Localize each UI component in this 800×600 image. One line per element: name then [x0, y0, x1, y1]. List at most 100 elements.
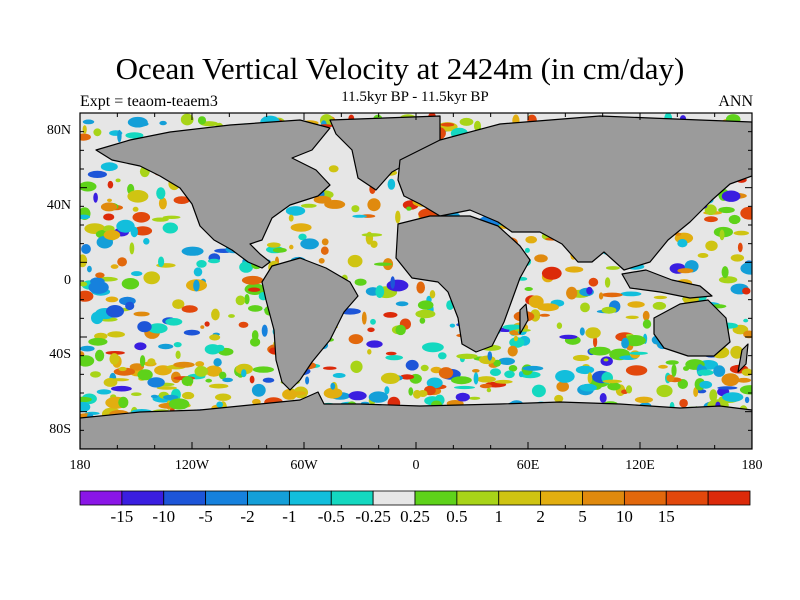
velocity-patch [100, 202, 118, 212]
velocity-patch [721, 373, 740, 387]
colorbar-label: 2 [536, 507, 545, 526]
velocity-patch [80, 181, 97, 192]
velocity-patch [565, 266, 584, 273]
velocity-patch [129, 363, 145, 371]
velocity-patch [537, 303, 559, 312]
velocity-patch [162, 215, 181, 219]
velocity-patch [620, 291, 642, 297]
velocity-patch [211, 308, 220, 321]
colorbar-swatch [665, 490, 709, 506]
velocity-patch [524, 247, 530, 253]
velocity-patch [579, 383, 597, 392]
colorbar-swatch [540, 490, 583, 506]
land-australia [653, 299, 731, 357]
velocity-patch [182, 391, 195, 400]
velocity-patch [320, 246, 329, 255]
velocity-patch [653, 295, 668, 300]
velocity-patch [127, 190, 149, 203]
velocity-patch [743, 330, 752, 339]
velocity-patch [143, 271, 160, 285]
velocity-patch [251, 383, 266, 397]
velocity-patch [514, 328, 531, 332]
velocity-patch [440, 122, 455, 127]
land-antarctica [80, 391, 752, 449]
velocity-patch [163, 394, 179, 400]
velocity-patch [80, 290, 94, 302]
velocity-patch [559, 334, 578, 340]
velocity-patch [524, 287, 533, 291]
velocity-patch [677, 239, 688, 248]
velocity-patch [252, 398, 261, 405]
velocity-patch [173, 342, 182, 348]
colorbar-label: 1 [494, 507, 504, 526]
velocity-patch [671, 364, 677, 377]
colorbar-label: -1 [282, 507, 297, 526]
velocity-patch [518, 371, 524, 378]
velocity-patch [248, 287, 261, 292]
velocity-patch [525, 236, 537, 244]
velocity-patch [107, 198, 112, 202]
velocity-patch [625, 385, 633, 394]
velocity-patch [93, 192, 98, 203]
velocity-patch [193, 279, 200, 292]
velocity-patch [539, 313, 550, 317]
colorbar-swatch [498, 490, 542, 506]
velocity-patch [601, 292, 623, 298]
velocity-patch [449, 323, 456, 328]
velocity-patch [116, 219, 135, 233]
velocity-patch [579, 327, 585, 336]
velocity-patch [459, 117, 474, 126]
velocity-patch [489, 368, 502, 377]
velocity-patch [693, 387, 699, 397]
colorbar-label: -10 [152, 507, 176, 526]
velocity-patch [282, 389, 298, 400]
land-mask [80, 115, 752, 449]
velocity-patch [370, 318, 376, 325]
velocity-patch [422, 342, 444, 353]
velocity-patch [418, 390, 428, 397]
velocity-patch [728, 214, 741, 225]
velocity-patch [588, 277, 599, 287]
latitude-label: 40N [46, 198, 71, 213]
velocity-patch [96, 389, 112, 395]
velocity-patch [744, 396, 750, 404]
velocity-patch [405, 359, 419, 371]
land-eurasia [397, 115, 752, 271]
velocity-patch [158, 343, 174, 350]
velocity-patch [658, 364, 668, 369]
velocity-patch [134, 342, 147, 351]
velocity-patch [354, 278, 367, 286]
velocity-patch [82, 125, 87, 134]
longitude-label: 120W [174, 458, 210, 473]
longitude-label: 0 [412, 458, 420, 473]
velocity-patch [438, 367, 454, 379]
velocity-patch [509, 337, 525, 348]
velocity-patch [332, 373, 346, 378]
velocity-patch [601, 306, 617, 314]
velocity-patch [107, 180, 114, 189]
velocity-patch [366, 340, 383, 348]
velocity-patch [180, 113, 194, 126]
velocity-patch [455, 392, 470, 402]
velocity-patch [572, 354, 590, 362]
velocity-patch [677, 379, 688, 389]
velocity-patch [183, 329, 200, 336]
velocity-patch [666, 374, 675, 382]
velocity-patch [585, 327, 601, 339]
velocity-patch [88, 280, 109, 294]
velocity-patch [248, 305, 263, 312]
velocity-patch [508, 365, 518, 372]
colorbar-swatch [707, 490, 751, 506]
velocity-patch [742, 287, 751, 295]
velocity-patch [375, 285, 385, 298]
velocity-patch [100, 162, 118, 172]
longitude-label: 180 [69, 458, 91, 473]
velocity-patch [300, 203, 317, 208]
velocity-patch [261, 324, 268, 337]
velocity-patch [173, 196, 190, 205]
velocity-patch [117, 257, 127, 267]
velocity-patch [743, 318, 749, 323]
velocity-patch [272, 247, 287, 253]
colorbar-swatch [79, 490, 123, 506]
velocity-patch [103, 230, 121, 240]
